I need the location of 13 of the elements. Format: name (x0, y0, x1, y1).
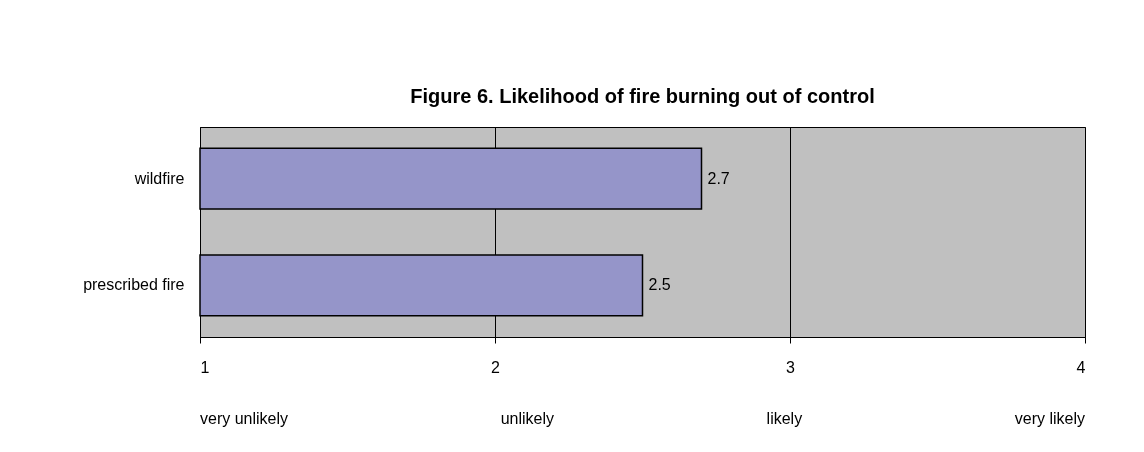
y-tick-label: prescribed fire (83, 276, 185, 294)
text: unlikely (500, 410, 554, 428)
text: very likely (1014, 410, 1085, 428)
text: very unlikely (200, 410, 289, 428)
text: likely (766, 410, 803, 428)
data-label: 2.7 (707, 169, 730, 187)
x-tick-label: 4 (1076, 358, 1086, 376)
x-tick-label: 1 (200, 358, 210, 376)
x-tick-label: 3 (786, 358, 796, 376)
chart-title: Figure 6. Likelihood of fire burning out of control (410, 85, 875, 107)
data-label: 2.5 (648, 276, 671, 294)
x-tick-label: 2 (491, 358, 501, 376)
y-tick-label: wildfire (133, 169, 185, 187)
